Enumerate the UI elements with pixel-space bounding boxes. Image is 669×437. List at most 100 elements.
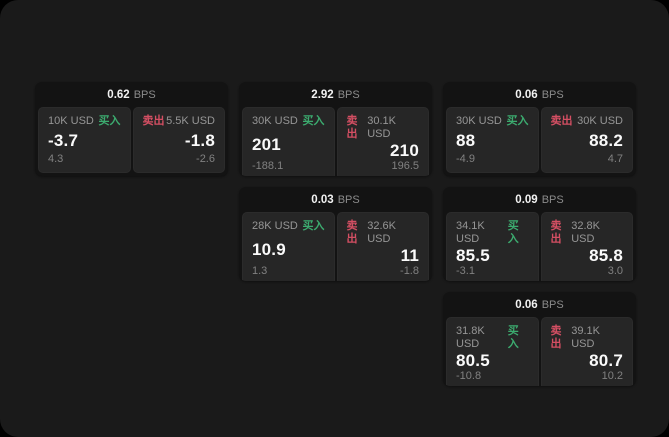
sell-price: -1.8	[184, 131, 215, 150]
sell-panel[interactable]: 卖出 32.6K USD 11 -1.8	[336, 212, 429, 281]
sell-delta: 10.2	[601, 370, 623, 382]
buy-panel[interactable]: 28K USD 买入 10.9 1.3	[242, 212, 335, 281]
bps-unit-label: BPS	[133, 88, 156, 101]
quote-card: 0.62 BPS 10K USD 买入 -3.7 4.3 卖出 5.5K USD…	[35, 82, 228, 176]
sell-amount: 30K USD	[577, 115, 623, 127]
bps-unit-label: BPS	[541, 88, 564, 101]
buy-panel[interactable]: 10K USD 买入 -3.7 4.3	[38, 107, 131, 173]
sell-price: 210	[390, 141, 419, 160]
buy-side-label: 买入	[506, 115, 529, 127]
sell-panel-top: 卖出 32.6K USD	[347, 220, 420, 246]
quote-card: 0.06 BPS 30K USD 买入 88 -4.9 卖出 30K USD 8…	[443, 82, 636, 176]
sell-side-label: 卖出	[550, 325, 562, 350]
card-header: 0.06 BPS	[443, 292, 636, 317]
card-header: 0.06 BPS	[443, 82, 636, 107]
sell-panel-top: 卖出 5.5K USD	[143, 115, 216, 128]
buy-price: 10.9	[252, 239, 286, 259]
buy-price: 80.5	[456, 351, 490, 370]
buy-delta: -3.1	[456, 265, 475, 277]
sell-panel[interactable]: 卖出 30K USD 88.2 4.7	[540, 107, 633, 173]
buy-panel-top: 31.8K USD 买入	[456, 325, 529, 351]
buy-panel-top: 10K USD 买入	[48, 115, 121, 128]
sell-panel-top: 卖出 32.8K USD	[551, 220, 624, 246]
buy-panel[interactable]: 30K USD 买入 201 -188.1	[242, 107, 335, 176]
sell-price: 85.8	[589, 246, 623, 265]
quote-panels: 30K USD 买入 201 -188.1 卖出 30.1K USD 210 1…	[239, 107, 432, 176]
sell-delta: 3.0	[607, 265, 623, 277]
sell-panel[interactable]: 卖出 39.1K USD 80.7 10.2	[540, 317, 633, 386]
bps-value: 0.06	[515, 298, 538, 311]
sell-side-label: 卖出	[550, 115, 573, 127]
buy-panel-top: 30K USD 买入	[252, 115, 325, 128]
sell-amount: 32.8K USD	[571, 220, 600, 245]
buy-side-label: 买入	[507, 220, 519, 245]
quote-panels: 31.8K USD 买入 80.5 -10.8 卖出 39.1K USD 80.…	[443, 317, 636, 386]
buy-panel-top: 30K USD 买入	[456, 115, 529, 128]
buy-panel-top: 28K USD 买入	[252, 220, 325, 233]
quote-panels: 10K USD 买入 -3.7 4.3 卖出 5.5K USD -1.8 -2.…	[35, 107, 228, 176]
sell-delta: 196.5	[391, 160, 419, 172]
sell-panel-top: 卖出 30.1K USD	[347, 115, 420, 141]
buy-price: 201	[252, 134, 281, 154]
bps-unit-label: BPS	[337, 193, 360, 206]
bps-unit-label: BPS	[337, 88, 360, 101]
quote-panels: 30K USD 买入 88 -4.9 卖出 30K USD 88.2 4.7	[443, 107, 636, 176]
card-header: 0.09 BPS	[443, 187, 636, 212]
buy-side-label: 买入	[507, 325, 519, 350]
buy-side-label: 买入	[302, 220, 325, 232]
buy-delta: -4.9	[456, 153, 475, 165]
sell-panel[interactable]: 卖出 32.8K USD 85.8 3.0	[540, 212, 633, 281]
sell-side-label: 卖出	[142, 115, 165, 127]
quote-card: 0.09 BPS 34.1K USD 买入 85.5 -3.1 卖出 32.8K…	[443, 187, 636, 281]
sell-amount: 39.1K USD	[571, 325, 600, 350]
buy-amount: 30K USD	[456, 115, 502, 127]
sell-side-label: 卖出	[346, 220, 358, 245]
sell-price: 80.7	[589, 351, 623, 370]
buy-amount: 28K USD	[252, 220, 298, 232]
sell-amount: 32.6K USD	[367, 220, 396, 245]
buy-price: -3.7	[48, 131, 79, 150]
sell-panel[interactable]: 卖出 5.5K USD -1.8 -2.6	[132, 107, 225, 173]
buy-price: 88	[456, 131, 476, 150]
bps-value: 0.06	[515, 88, 538, 101]
sell-panel-top: 卖出 39.1K USD	[551, 325, 624, 351]
buy-panel[interactable]: 31.8K USD 买入 80.5 -10.8	[446, 317, 539, 386]
buy-side-label: 买入	[302, 115, 325, 127]
buy-delta: -10.8	[456, 370, 482, 382]
buy-side-label: 买入	[98, 115, 121, 127]
quote-card: 2.92 BPS 30K USD 买入 201 -188.1 卖出 30.1K …	[239, 82, 432, 176]
quote-card: 0.03 BPS 28K USD 买入 10.9 1.3 卖出 32.6K US…	[239, 187, 432, 281]
cards-grid: 0.62 BPS 10K USD 买入 -3.7 4.3 卖出 5.5K USD…	[35, 82, 636, 386]
sell-price: 88.2	[589, 131, 623, 150]
quote-panels: 34.1K USD 买入 85.5 -3.1 卖出 32.8K USD 85.8…	[443, 212, 636, 281]
sell-panel-top: 卖出 30K USD	[551, 115, 624, 128]
bps-unit-label: BPS	[541, 298, 564, 311]
bps-value: 0.62	[107, 88, 130, 101]
buy-panel[interactable]: 34.1K USD 买入 85.5 -3.1	[446, 212, 539, 281]
card-header: 0.62 BPS	[35, 82, 228, 107]
buy-amount: 10K USD	[48, 115, 94, 127]
buy-panel-top: 34.1K USD 买入	[456, 220, 529, 246]
sell-panel[interactable]: 卖出 30.1K USD 210 196.5	[336, 107, 429, 176]
card-header: 0.03 BPS	[239, 187, 432, 212]
buy-amount: 34.1K USD	[456, 220, 485, 245]
card-header: 2.92 BPS	[239, 82, 432, 107]
bps-unit-label: BPS	[541, 193, 564, 206]
sell-delta: 4.7	[607, 153, 623, 165]
sell-side-label: 卖出	[550, 220, 562, 245]
sell-delta: -1.8	[400, 265, 419, 277]
sell-amount: 30.1K USD	[367, 115, 396, 140]
buy-amount: 30K USD	[252, 115, 298, 127]
bps-value: 2.92	[311, 88, 334, 101]
buy-delta: -188.1	[252, 160, 284, 172]
buy-price: 85.5	[456, 246, 490, 265]
buy-amount: 31.8K USD	[456, 325, 485, 350]
buy-delta: 1.3	[252, 265, 268, 277]
quote-panels: 28K USD 买入 10.9 1.3 卖出 32.6K USD 11 -1.8	[239, 212, 432, 281]
sell-delta: -2.6	[196, 153, 215, 165]
sell-side-label: 卖出	[346, 115, 358, 140]
buy-delta: 4.3	[48, 153, 64, 165]
sell-price: 11	[400, 246, 419, 265]
buy-panel[interactable]: 30K USD 买入 88 -4.9	[446, 107, 539, 173]
